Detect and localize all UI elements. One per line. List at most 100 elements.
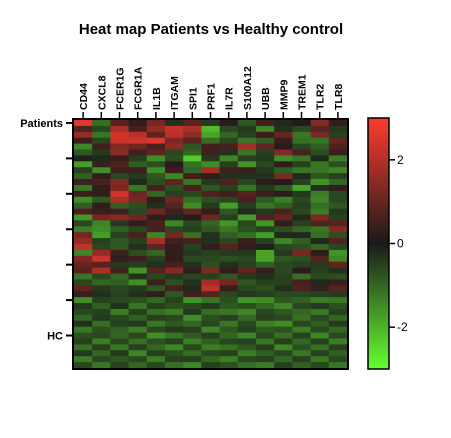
heatmap-cell <box>74 232 93 239</box>
heatmap-cell <box>183 320 202 328</box>
heatmap-cell <box>292 125 311 133</box>
heatmap-cell <box>328 190 348 198</box>
heatmap-cell <box>74 326 93 333</box>
heatmap-cell <box>237 143 257 150</box>
heatmap-cell <box>256 202 275 209</box>
heatmap-cell <box>183 214 202 221</box>
heatmap-cell <box>256 249 275 257</box>
heatmap-cell <box>310 249 330 257</box>
heatmap-cell <box>256 332 275 339</box>
heatmap-cell <box>74 297 93 304</box>
heatmap-cell <box>219 291 239 298</box>
heatmap-cell <box>328 291 348 298</box>
heatmap-cell <box>128 161 148 168</box>
heatmap-cell <box>128 184 148 192</box>
heatmap-cell <box>146 184 166 192</box>
heatmap-cell <box>328 137 348 145</box>
heatmap-cell <box>310 143 330 150</box>
heatmap-cell <box>256 179 275 186</box>
heatmap-cell <box>146 303 166 310</box>
heatmap-cell <box>146 161 166 168</box>
heatmap-cell <box>128 214 148 221</box>
heatmap-cell <box>92 297 111 304</box>
heatmap-cell <box>237 202 257 209</box>
heatmap-cell <box>128 155 148 162</box>
heatmap-cell <box>110 214 129 221</box>
heatmap-cell <box>165 244 184 251</box>
heatmap-cell <box>310 279 330 286</box>
heatmap-cell <box>74 149 93 156</box>
heatmap-cell <box>110 350 129 357</box>
heatmap-cell <box>274 297 293 304</box>
heatmap-cell <box>201 208 220 215</box>
heatmap-cell <box>146 308 166 316</box>
heatmap-cell <box>292 332 311 339</box>
column-label: SPI1 <box>187 87 199 110</box>
heatmap-cell <box>165 320 184 328</box>
heatmap-cell <box>165 338 184 345</box>
heatmap-cell <box>92 320 111 328</box>
heatmap-cell <box>110 356 129 363</box>
heatmap-cell <box>183 279 202 286</box>
heatmap-cell <box>292 196 311 204</box>
heatmap-cell <box>237 344 257 351</box>
heatmap-cell <box>201 267 220 274</box>
heatmap-cell <box>219 220 239 227</box>
heatmap-cell <box>183 179 202 186</box>
heatmap-cell <box>256 161 275 168</box>
heatmap-cell <box>165 261 184 269</box>
heatmap-cell <box>219 190 239 198</box>
heatmap-cell <box>256 350 275 357</box>
heatmap-cell <box>146 131 166 139</box>
heatmap-cell <box>292 249 311 257</box>
column-label: PRF1 <box>206 83 218 110</box>
heatmap-cell <box>146 226 166 233</box>
colorbar-tick-label: 0 <box>397 237 404 251</box>
heatmap-cell <box>256 238 275 245</box>
heatmap-cell <box>237 267 257 274</box>
heatmap-cell <box>92 350 111 357</box>
heatmap-cell <box>128 261 148 269</box>
heatmap-cell <box>328 173 348 180</box>
heatmap-cell <box>92 291 111 298</box>
heatmap-cell <box>128 255 148 263</box>
heatmap-cell <box>310 196 330 204</box>
heatmap-cell <box>165 344 184 351</box>
heatmap-cell <box>219 184 239 192</box>
column-label: TLR2 <box>315 84 327 110</box>
heatmap-cell <box>328 196 348 204</box>
heatmap-cell <box>201 149 220 156</box>
heatmap-cell <box>183 285 202 292</box>
heatmap-cell <box>146 238 166 245</box>
heatmap-cell <box>74 362 93 369</box>
heatmap-cell <box>110 320 129 328</box>
heatmap-cell <box>74 173 93 180</box>
heatmap-cell <box>201 303 220 310</box>
heatmap-cell <box>74 161 93 168</box>
heatmap-cell <box>110 261 129 269</box>
heatmap-cell <box>92 143 111 150</box>
heatmap-cell <box>74 320 93 328</box>
heatmap-cell <box>183 338 202 345</box>
heatmap-cell <box>219 255 239 263</box>
heatmap-cell <box>292 214 311 221</box>
heatmap-cell <box>292 143 311 150</box>
heatmap-cell <box>219 279 239 286</box>
heatmap-cell <box>165 125 184 133</box>
heatmap-cell <box>110 226 129 233</box>
heatmap-cell <box>219 362 239 369</box>
heatmap-cell <box>183 208 202 215</box>
heatmap-cell <box>146 285 166 292</box>
heatmap-cell <box>92 344 111 351</box>
heatmap-cell <box>183 220 202 227</box>
heatmap-cell <box>146 214 166 221</box>
heatmap-cell <box>165 137 184 145</box>
heatmap-cell <box>237 261 257 269</box>
heatmap-cell <box>201 344 220 351</box>
heatmap-cell <box>165 273 184 280</box>
heatmap-cell <box>165 149 184 156</box>
heatmap-cell <box>92 261 111 269</box>
heatmap-cell <box>110 249 129 257</box>
heatmap-cell <box>92 131 111 139</box>
heatmap-cell <box>128 314 148 322</box>
